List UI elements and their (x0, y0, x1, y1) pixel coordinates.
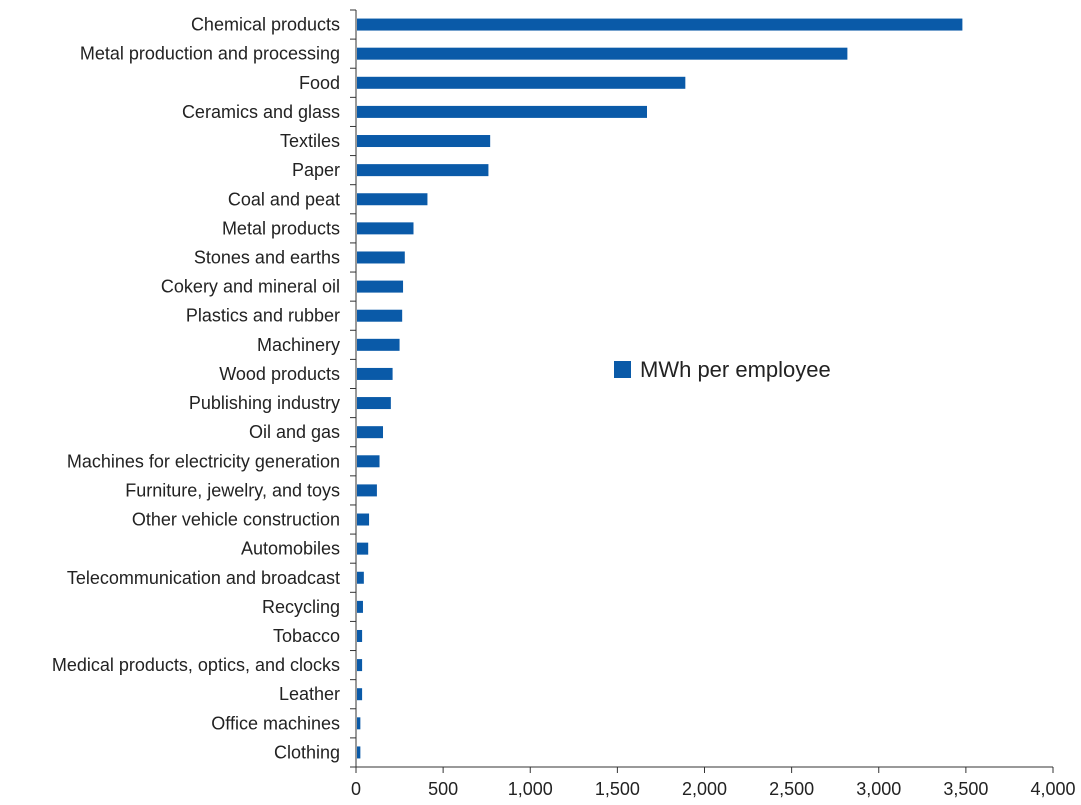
category-label: Chemical products (191, 15, 340, 35)
bars-group (357, 18, 963, 759)
bar (357, 426, 384, 439)
bar (357, 659, 363, 672)
x-tick-label: 2,500 (769, 779, 814, 799)
category-label: Other vehicle construction (132, 510, 340, 530)
bar (357, 309, 403, 322)
x-tick-label: 3,500 (943, 779, 988, 799)
x-tick-label: 1,500 (595, 779, 640, 799)
category-label: Machinery (257, 335, 340, 355)
bar (357, 280, 404, 293)
bar (357, 164, 489, 177)
bar (357, 717, 361, 730)
legend: MWh per employee (614, 357, 831, 382)
category-label: Cokery and mineral oil (161, 277, 340, 297)
bar (357, 193, 428, 206)
category-label: Office machines (211, 713, 340, 733)
category-label: Medical products, optics, and clocks (52, 655, 340, 675)
bar (357, 135, 491, 148)
category-label: Coal and peat (228, 189, 340, 209)
category-label: Oil and gas (249, 422, 340, 442)
bar (357, 542, 369, 555)
category-label: Food (299, 73, 340, 93)
category-label: Wood products (219, 364, 340, 384)
bar (357, 76, 686, 89)
category-label: Machines for electricity generation (67, 451, 340, 471)
bar (357, 484, 377, 497)
bar (357, 629, 363, 642)
x-tick-label: 2,000 (682, 779, 727, 799)
category-label: Metal production and processing (80, 44, 340, 64)
x-tick-label: 500 (428, 779, 458, 799)
bar (357, 397, 391, 410)
category-label: Plastics and rubber (186, 306, 340, 326)
bar (357, 688, 363, 701)
x-tick-label: 4,000 (1030, 779, 1075, 799)
bar (357, 746, 361, 759)
axes (350, 9, 1053, 768)
category-label: Metal products (222, 218, 340, 238)
x-tick-label: 3,000 (856, 779, 901, 799)
category-label: Textiles (280, 131, 340, 151)
legend-swatch (614, 361, 631, 378)
category-label: Publishing industry (189, 393, 340, 413)
bar (357, 222, 414, 235)
category-label: Paper (292, 160, 340, 180)
x-tick-label: 0 (351, 779, 361, 799)
bar (357, 105, 647, 118)
bar (357, 251, 405, 264)
category-label: Telecommunication and broadcast (67, 568, 340, 588)
bar (357, 513, 370, 526)
category-label: Clothing (274, 742, 340, 762)
category-label: Ceramics and glass (182, 102, 340, 122)
x-ticks: 0 500 1,000 1,500 2,000 2,500 3,000 3,500 4,000 (351, 767, 1076, 799)
bar (357, 455, 380, 468)
bar (357, 600, 363, 613)
category-label: Automobiles (241, 539, 340, 559)
bar (357, 571, 364, 584)
legend-label: MWh per employee (640, 357, 831, 382)
category-labels: Chemical products Metal production and pr… (52, 15, 340, 763)
bar (357, 367, 393, 380)
bar (357, 47, 848, 60)
category-label: Tobacco (273, 626, 340, 646)
category-label: Stones and earths (194, 247, 340, 267)
category-label: Recycling (262, 597, 340, 617)
category-label: Furniture, jewelry, and toys (125, 480, 340, 500)
bar (357, 338, 400, 351)
x-tick-label: 1,000 (508, 779, 553, 799)
category-label: Leather (279, 684, 340, 704)
bar (357, 18, 963, 31)
